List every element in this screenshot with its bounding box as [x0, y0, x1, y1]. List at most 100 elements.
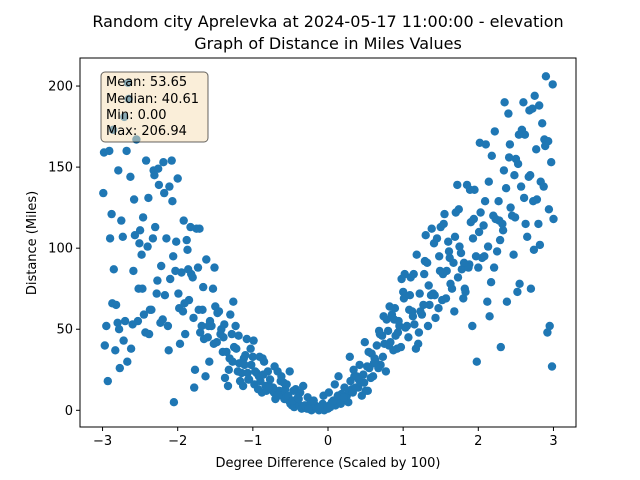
- data-point: [244, 375, 253, 384]
- x-tick-label: 3: [549, 434, 557, 449]
- data-point: [483, 242, 493, 251]
- data-point: [427, 224, 436, 233]
- data-point: [454, 205, 463, 214]
- data-point: [226, 310, 235, 319]
- data-point: [444, 247, 454, 256]
- data-point: [513, 159, 523, 169]
- x-axis-ticks: −3 −2 −1 0 1 2 3: [93, 427, 558, 449]
- data-point: [264, 383, 273, 392]
- data-point: [364, 347, 373, 357]
- data-point: [154, 180, 164, 190]
- data-point: [465, 185, 475, 194]
- data-point: [394, 316, 403, 326]
- data-point: [472, 357, 481, 366]
- data-point: [501, 184, 511, 193]
- data-point: [455, 242, 464, 251]
- data-point: [381, 367, 391, 376]
- data-point: [383, 326, 393, 336]
- data-point: [141, 156, 151, 165]
- data-point: [526, 171, 535, 180]
- data-point: [229, 297, 238, 306]
- data-point: [420, 256, 430, 266]
- data-point: [515, 279, 524, 288]
- x-tick-label: 0: [324, 434, 332, 449]
- data-point: [250, 367, 260, 376]
- data-point: [178, 307, 188, 316]
- data-point: [396, 342, 406, 352]
- stats-median: Median: 40.61: [106, 92, 199, 107]
- data-point: [469, 214, 478, 224]
- data-point: [309, 396, 318, 405]
- data-point: [425, 300, 434, 310]
- data-point: [117, 216, 126, 225]
- y-axis-label: Distance (Miles): [25, 191, 40, 295]
- data-point: [225, 354, 234, 363]
- data-point: [181, 329, 190, 339]
- data-point: [549, 214, 558, 224]
- data-point: [135, 239, 144, 248]
- data-point: [214, 307, 223, 316]
- data-point: [246, 344, 255, 353]
- data-point: [538, 119, 547, 128]
- data-point: [137, 250, 146, 259]
- data-point: [534, 219, 543, 229]
- data-point: [532, 145, 541, 154]
- data-point: [459, 258, 469, 267]
- data-point: [544, 205, 554, 214]
- data-point: [148, 234, 158, 243]
- data-point: [324, 388, 333, 397]
- data-point: [190, 365, 200, 374]
- data-point: [457, 265, 466, 274]
- data-point: [354, 375, 363, 384]
- data-point: [154, 164, 163, 173]
- data-point: [441, 294, 451, 303]
- data-point: [421, 231, 430, 240]
- data-point: [113, 318, 122, 327]
- data-point: [167, 156, 176, 165]
- data-point: [193, 263, 203, 272]
- data-point: [384, 341, 394, 350]
- data-point: [247, 360, 256, 370]
- data-point: [509, 250, 518, 259]
- data-point: [208, 284, 218, 293]
- stats-mean: Mean: 53.65: [106, 75, 187, 90]
- data-point: [410, 320, 419, 329]
- data-point: [459, 294, 468, 303]
- data-point: [138, 284, 147, 293]
- data-point: [203, 333, 212, 342]
- data-point: [240, 360, 249, 370]
- data-point: [204, 321, 213, 331]
- data-point: [369, 359, 378, 368]
- data-point: [105, 234, 115, 243]
- data-point: [474, 227, 484, 237]
- x-tick-label: 2: [474, 434, 482, 449]
- data-point: [179, 216, 188, 225]
- data-point: [289, 386, 298, 395]
- data-point: [541, 141, 550, 151]
- data-point: [265, 375, 275, 384]
- data-point: [219, 333, 228, 342]
- data-point: [491, 214, 500, 224]
- data-point: [118, 232, 128, 241]
- data-point: [201, 372, 210, 381]
- data-point: [274, 391, 283, 400]
- data-point: [220, 320, 229, 329]
- data-point: [186, 222, 195, 232]
- data-point: [483, 297, 492, 306]
- data-point: [199, 282, 208, 292]
- data-point: [484, 177, 493, 186]
- data-point: [231, 321, 240, 331]
- data-point: [530, 91, 539, 101]
- data-point: [429, 239, 439, 248]
- data-point: [504, 109, 513, 118]
- data-point: [144, 193, 153, 203]
- data-point: [162, 234, 171, 243]
- data-point: [345, 352, 354, 361]
- data-point: [498, 226, 508, 235]
- data-point: [334, 372, 343, 381]
- data-point: [401, 323, 410, 332]
- data-point: [349, 365, 358, 374]
- data-point: [519, 98, 528, 107]
- data-point: [426, 291, 436, 300]
- data-point: [535, 101, 544, 110]
